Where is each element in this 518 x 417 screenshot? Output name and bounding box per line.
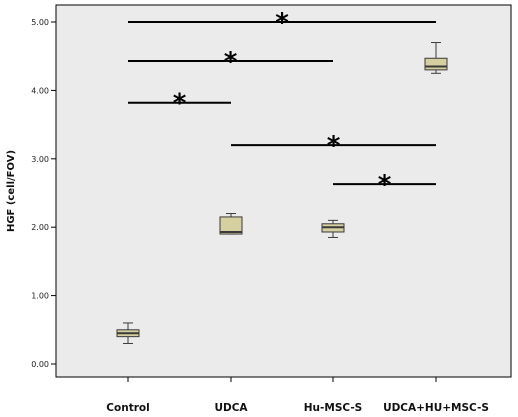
significance-star: * <box>224 47 238 77</box>
y-tick-label: 4.00 <box>31 86 49 95</box>
box <box>424 57 448 71</box>
x-category-label: Control <box>106 402 149 414</box>
x-category-label: Hu-MSC-S <box>304 402 363 414</box>
y-axis: 0.00 1.00 2.00 3.00 4.00 5.00 <box>31 18 56 369</box>
x-category-label: UDCA <box>214 402 248 414</box>
significance-star: * <box>378 170 392 200</box>
boxes <box>116 57 448 338</box>
whiskers <box>123 42 441 344</box>
y-tick-label: 3.00 <box>31 155 49 164</box>
x-category-label: UDCA+HU+MSC-S <box>383 402 489 414</box>
significance-star: * <box>327 131 341 161</box>
significance-bars: * * * * * <box>128 8 436 200</box>
y-tick-label: 2.00 <box>31 223 49 232</box>
y-axis-label: HGF (cell/FOV) <box>6 150 17 232</box>
y-tick-label: 0.00 <box>31 360 49 369</box>
box <box>219 216 243 235</box>
significance-star: * <box>173 89 187 119</box>
x-axis: Control UDCA Hu-MSC-S UDCA+HU+MSC-S <box>106 377 489 414</box>
y-tick-label: 5.00 <box>31 18 49 27</box>
significance-star: * <box>275 8 289 38</box>
y-tick-label: 1.00 <box>31 292 49 301</box>
